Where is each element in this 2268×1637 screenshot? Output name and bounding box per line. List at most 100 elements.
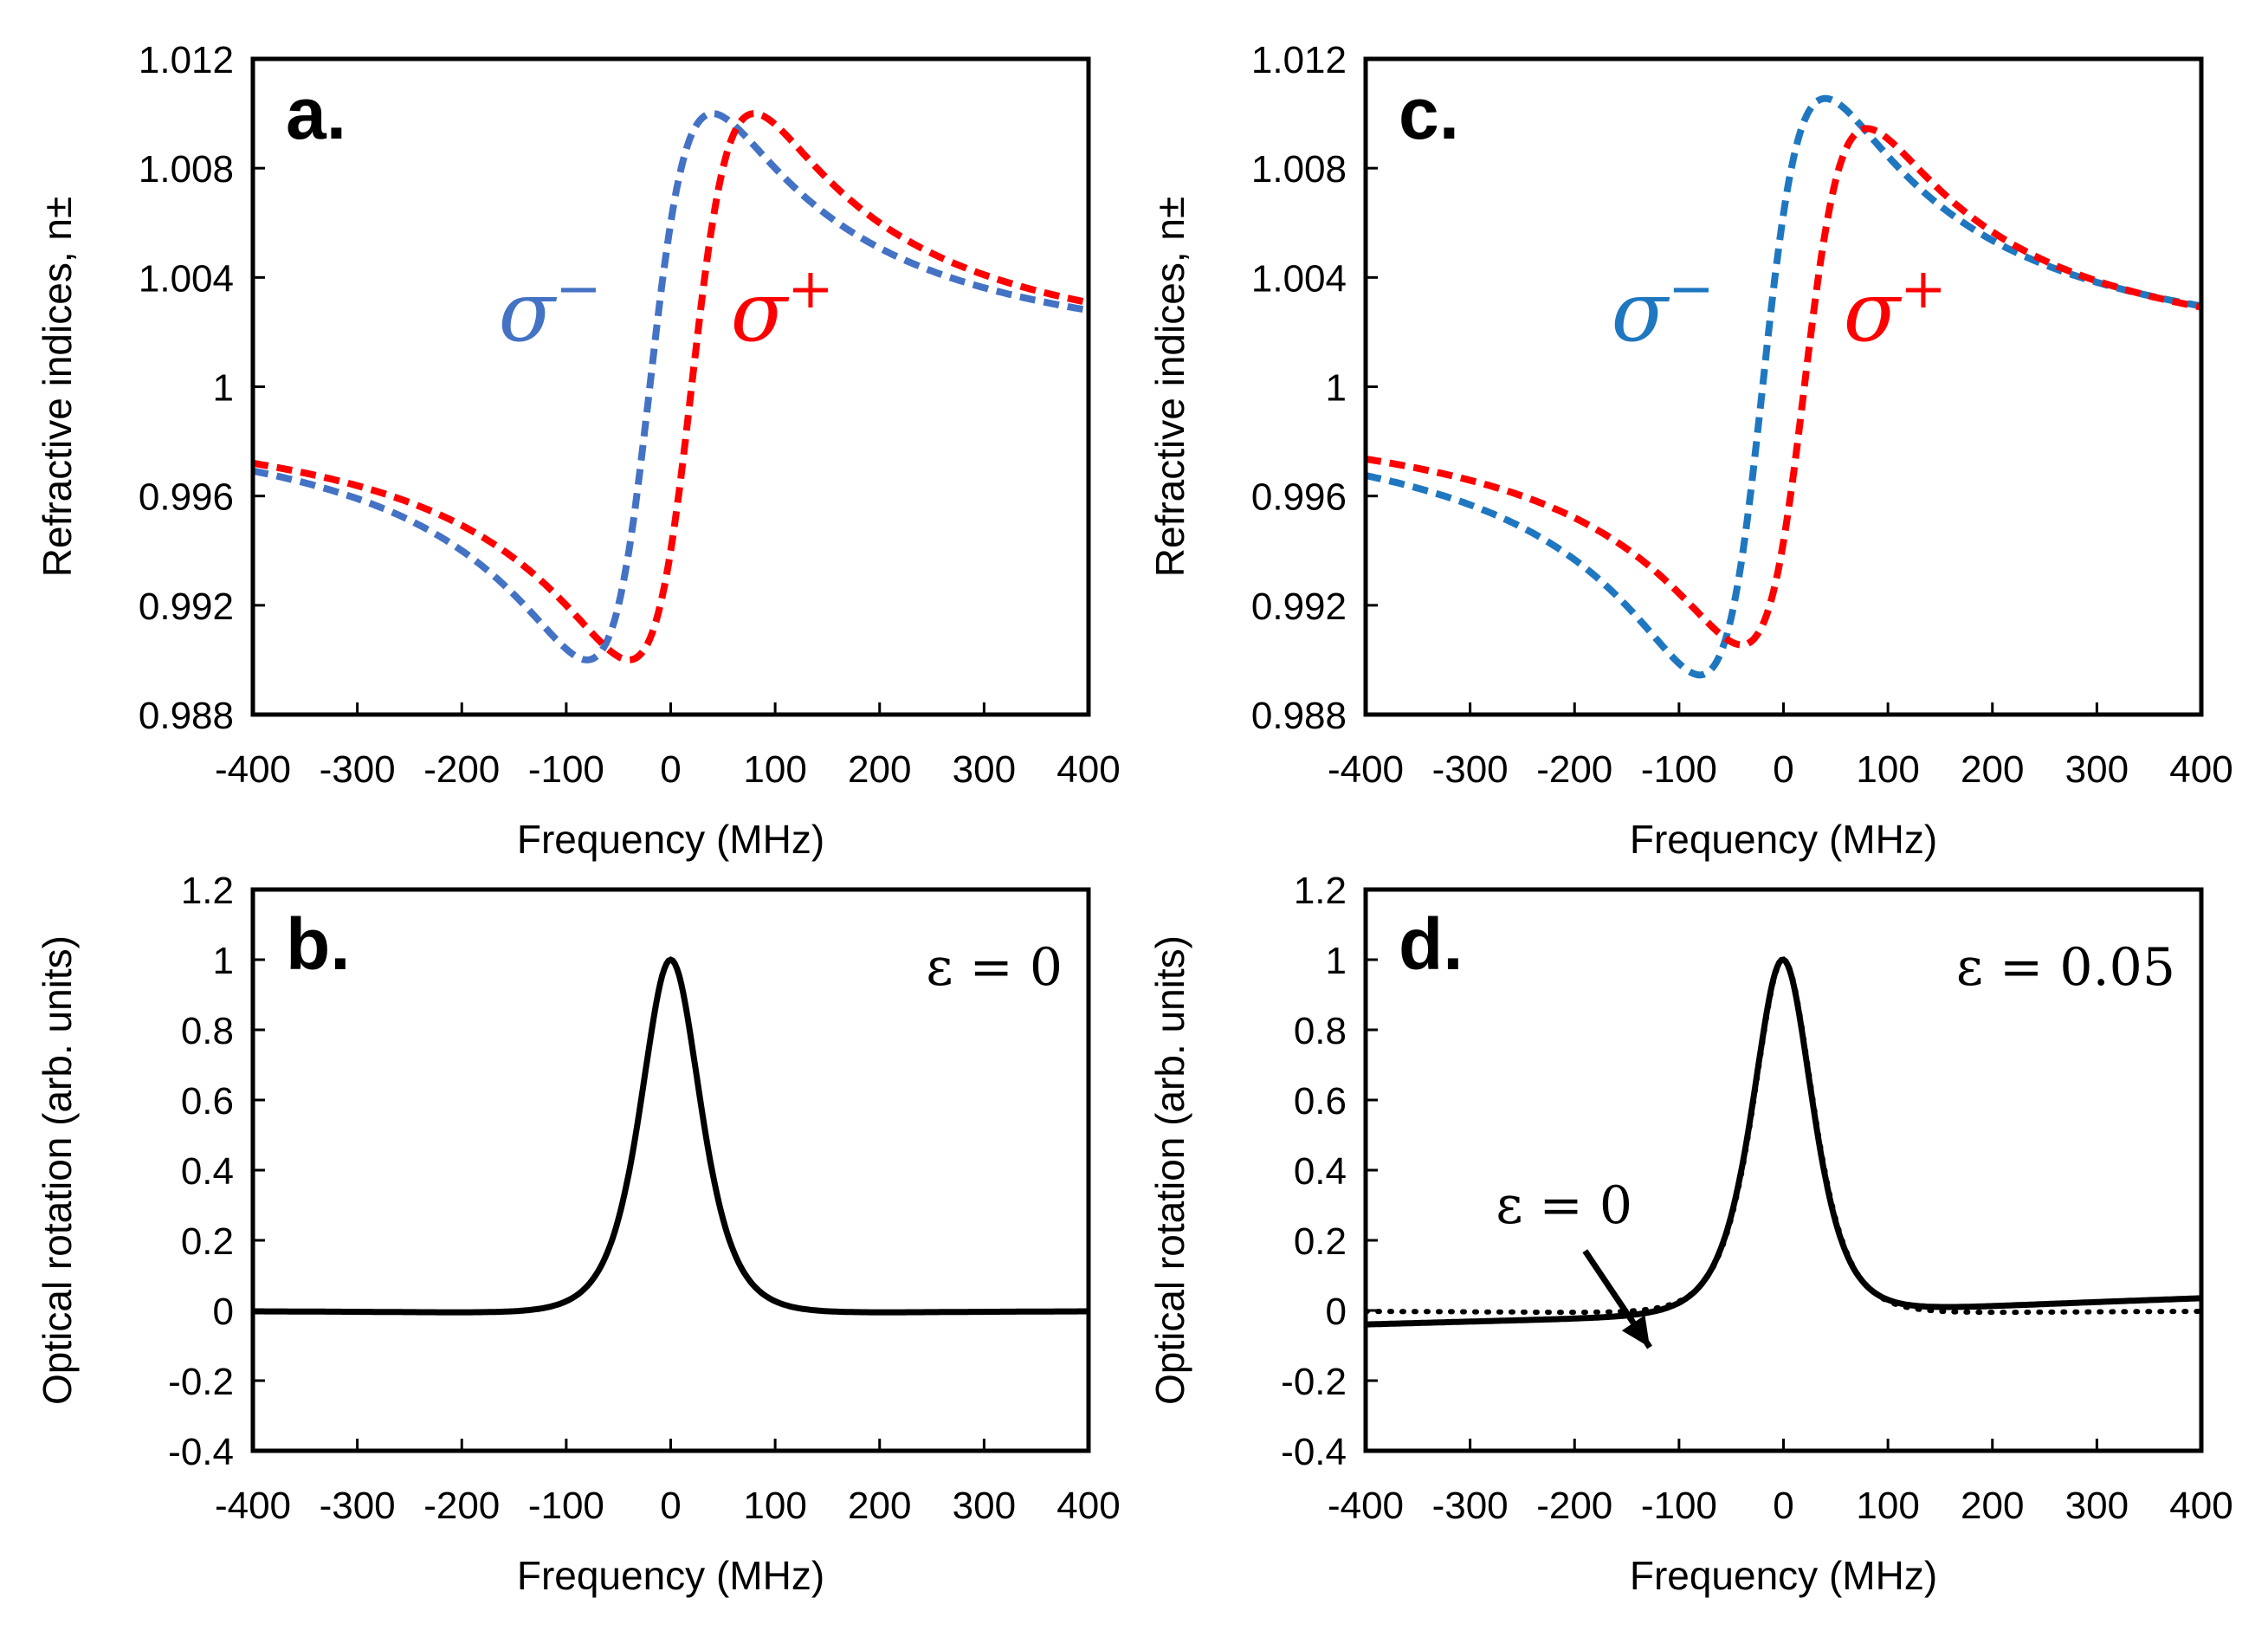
- x-tick-label: -400: [1328, 748, 1404, 791]
- y-tick-label: 1.2: [1294, 870, 1347, 912]
- annotation-arrow-head: [1621, 1315, 1651, 1348]
- y-tick-label: 0.8: [181, 1010, 234, 1052]
- x-tick-label: -100: [528, 1485, 604, 1527]
- y-tick-label: 0.2: [1294, 1220, 1347, 1263]
- y-axis-label: Refractive indices, n±: [1147, 197, 1192, 577]
- series-label-symbol: σ: [1611, 263, 1670, 360]
- y-axis-label: Optical rotation (arb. units): [35, 935, 80, 1405]
- x-tick-label: -300: [1432, 748, 1509, 791]
- y-tick-label: 1.008: [139, 148, 234, 191]
- y-tick-label: 0.6: [1294, 1080, 1347, 1123]
- x-tick-label: 300: [2065, 1485, 2129, 1527]
- series-label-sigma-minus: σ−: [1611, 257, 1714, 360]
- x-tick-label: 200: [1961, 1485, 2024, 1527]
- x-tick-label: -400: [215, 1485, 291, 1527]
- x-tick-label: -100: [528, 748, 604, 791]
- series-label-superscript: +: [1900, 257, 1947, 321]
- y-tick-label: -0.2: [168, 1361, 234, 1403]
- panel-b: -400 -300 -200 -100 0 100 200 300 400 -0.4 -0.2 0 0.…: [35, 870, 1121, 1598]
- y-tick-label: 1.004: [139, 257, 234, 300]
- x-tick-label: 100: [743, 748, 806, 791]
- series-label-sigma-plus: σ+: [731, 257, 834, 360]
- x-tick-label: 200: [848, 1485, 911, 1527]
- x-tick-label: -200: [423, 748, 500, 791]
- y-tick-label: 1.2: [181, 870, 234, 912]
- x-tick-label: 400: [2169, 748, 2232, 791]
- y-tick-label: 0.996: [139, 476, 234, 519]
- epsilon-annotation: ε = 0: [926, 937, 1063, 998]
- series-line-0: [1366, 956, 2201, 1328]
- y-tick-label: 1: [1326, 940, 1347, 982]
- x-tick-label: 200: [848, 748, 911, 791]
- y-tick-label: 0.4: [1294, 1150, 1347, 1193]
- series-label-symbol: σ: [1844, 263, 1903, 360]
- x-tick-label: 0: [660, 748, 681, 791]
- y-tick-label: 0: [1326, 1291, 1347, 1333]
- epsilon-annotation: ε = 0.05: [1956, 937, 2175, 998]
- x-tick-label: -100: [1641, 748, 1717, 791]
- x-axis-label: Frequency (MHz): [1630, 817, 1937, 862]
- x-tick-label: 400: [1056, 748, 1120, 791]
- x-tick-label: 0: [1773, 748, 1793, 791]
- x-tick-label: -300: [320, 1485, 396, 1527]
- y-tick-label: 1: [213, 367, 234, 410]
- x-tick-label: -200: [423, 1485, 500, 1527]
- y-tick-label: 1: [1326, 367, 1347, 410]
- panel-label: a.: [286, 73, 346, 154]
- plot-frame: [250, 887, 1091, 1453]
- x-tick-label: -300: [320, 748, 396, 791]
- x-tick-label: -200: [1536, 748, 1612, 791]
- x-tick-label: 100: [1856, 1485, 1919, 1527]
- y-tick-label: 0.8: [1294, 1010, 1347, 1052]
- y-tick-label: 0.992: [1251, 586, 1347, 628]
- panel-label: b.: [286, 903, 351, 985]
- y-tick-label: 1.004: [1251, 257, 1347, 300]
- series-label-superscript: −: [555, 257, 602, 321]
- series-label-symbol: σ: [498, 263, 557, 360]
- panel-c: -400 -300 -200 -100 0 100 200 300 400 0.988 0.992 0…: [1147, 39, 2233, 862]
- series-line-1: [1366, 956, 2201, 1316]
- y-tick-label: -0.4: [1281, 1431, 1347, 1473]
- y-tick-label: 0.2: [181, 1220, 234, 1263]
- x-tick-label: 400: [2169, 1485, 2232, 1527]
- x-tick-label: 300: [953, 1485, 1016, 1527]
- series-line-0: [253, 956, 1089, 1316]
- y-tick-label: 0.4: [181, 1150, 234, 1193]
- y-axis-label: Optical rotation (arb. units): [1147, 935, 1192, 1405]
- x-tick-label: -300: [1432, 1485, 1509, 1527]
- y-tick-label: 0.6: [181, 1080, 234, 1123]
- y-tick-label: 0.992: [139, 586, 234, 628]
- x-tick-label: 400: [1056, 1485, 1120, 1527]
- series-line-0: [1366, 94, 2201, 679]
- y-tick-label: -0.2: [1281, 1361, 1347, 1403]
- y-tick-label: 1.012: [139, 39, 234, 81]
- panel-d: -400 -300 -200 -100 0 100 200 300 400 -0.4 -0.2 0 0.…: [1147, 870, 2233, 1598]
- x-tick-label: 100: [1856, 748, 1919, 791]
- x-tick-label: -400: [1328, 1485, 1404, 1527]
- y-axis-label: Refractive indices, n±: [35, 197, 80, 577]
- x-axis-label: Frequency (MHz): [517, 817, 824, 862]
- y-tick-label: -0.4: [168, 1431, 234, 1473]
- series-label-symbol: σ: [731, 263, 790, 360]
- plot-frame: [1363, 56, 2204, 717]
- x-tick-label: -200: [1536, 1485, 1612, 1527]
- panel-a: -400 -300 -200 -100 0 100 200 300 400 0.988 0.992 0…: [35, 39, 1121, 862]
- x-tick-label: 100: [743, 1485, 806, 1527]
- series-label-sigma-minus: σ−: [498, 257, 601, 360]
- y-tick-label: 0.988: [1251, 695, 1347, 737]
- x-axis-label: Frequency (MHz): [1630, 1553, 1937, 1598]
- series-line-1: [1366, 125, 2201, 649]
- x-tick-label: 0: [1773, 1485, 1793, 1527]
- series-label-sigma-plus: σ+: [1844, 257, 1947, 360]
- y-tick-label: 1.008: [1251, 148, 1347, 191]
- y-tick-label: 0.988: [139, 695, 234, 737]
- series-line-0: [253, 110, 1089, 663]
- x-tick-label: 0: [660, 1485, 681, 1527]
- plot-frame: [1363, 887, 2204, 1453]
- series-label-superscript: +: [787, 257, 834, 321]
- series-line-1: [253, 110, 1089, 663]
- y-tick-label: 0.996: [1251, 476, 1347, 519]
- x-tick-label: -100: [1641, 1485, 1717, 1527]
- x-tick-label: 200: [1961, 748, 2024, 791]
